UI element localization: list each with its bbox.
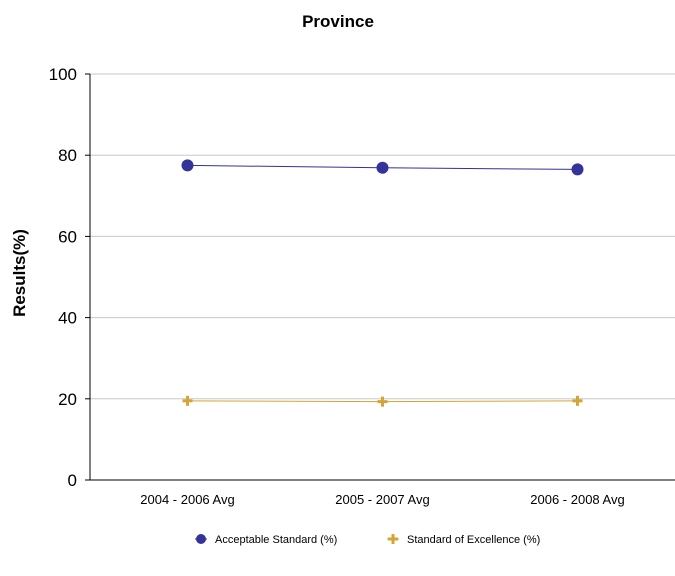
legend-swatch: [391, 534, 395, 544]
y-tick-label: 20: [58, 390, 77, 409]
y-tick-label: 0: [68, 471, 77, 490]
series-group: [181, 159, 584, 407]
x-category-label: 2004 - 2006 Avg: [140, 492, 234, 507]
plus-marker-v: [186, 395, 189, 406]
y-tick-label: 80: [58, 146, 77, 165]
y-tick-label: 100: [49, 65, 77, 84]
x-category-label: 2005 - 2007 Avg: [335, 492, 429, 507]
y-tick-label: 60: [58, 227, 77, 246]
legend-label: Acceptable Standard (%): [215, 534, 337, 546]
data-point: [182, 395, 193, 406]
legend-label: Standard of Excellence (%): [407, 534, 540, 546]
data-point: [181, 159, 194, 172]
x-axis: 2004 - 2006 Avg 2005 - 2007 Avg 2006 - 200…: [140, 492, 624, 507]
data-point: [571, 163, 584, 176]
grid: [89, 73, 675, 481]
legend: Acceptable Standard (%) Standard of Excel…: [195, 534, 540, 546]
plus-marker-v: [381, 396, 384, 407]
y-tick-label: 40: [58, 309, 77, 328]
chart-title: Province: [302, 12, 374, 31]
legend-swatch: [196, 534, 206, 544]
data-point: [377, 396, 388, 407]
data-point: [572, 395, 583, 406]
x-category-label: 2006 - 2008 Avg: [530, 492, 624, 507]
y-axis-label: Results(%): [10, 229, 29, 317]
plus-marker-v: [576, 395, 579, 406]
y-axis: 0 20 40 60 80 100: [49, 65, 90, 490]
data-point: [376, 161, 389, 174]
